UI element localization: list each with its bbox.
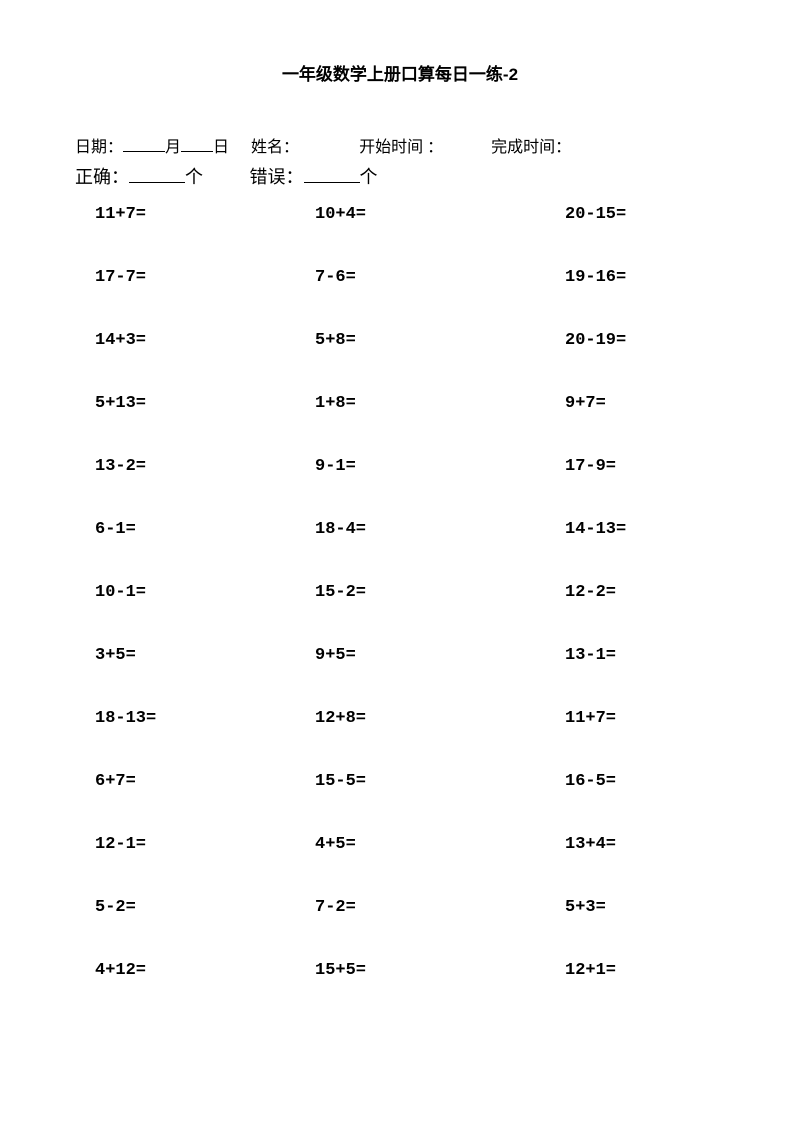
header-line-1: 日期： 月 日 姓名： 开始时间 ： 完成时间： (75, 133, 725, 155)
problem-cell: 13+4= (535, 835, 725, 854)
start-label: 开始时间 ： (359, 133, 443, 157)
name-label: 姓名： (251, 133, 299, 157)
end-label: 完成时间： (491, 133, 571, 157)
day-suffix: 日 (213, 133, 229, 157)
page-title: 一年级数学上册口算每日一练-2 (75, 60, 725, 85)
problem-cell: 14+3= (75, 331, 305, 350)
problem-cell: 16-5= (535, 772, 725, 791)
date-label: 日期： (75, 133, 123, 157)
wrong-label: 错误： (250, 167, 304, 187)
problem-row: 12-1= 4+5= 13+4= (75, 835, 725, 854)
problem-cell: 12-1= (75, 835, 305, 854)
problem-row: 6-1= 18-4= 14-13= (75, 520, 725, 539)
problem-cell: 7-2= (305, 898, 535, 917)
problem-cell: 9-1= (305, 457, 535, 476)
problem-cell: 11+7= (535, 709, 725, 728)
problem-row: 4+12= 15+5= 12+1= (75, 961, 725, 980)
problem-cell: 9+7= (535, 394, 725, 413)
problem-cell: 5+3= (535, 898, 725, 917)
problem-row: 5-2= 7-2= 5+3= (75, 898, 725, 917)
problem-cell: 6+7= (75, 772, 305, 791)
problem-cell: 10-1= (75, 583, 305, 602)
correct-blank (129, 165, 185, 183)
problem-cell: 5-2= (75, 898, 305, 917)
problem-row: 10-1= 15-2= 12-2= (75, 583, 725, 602)
problem-cell: 13-2= (75, 457, 305, 476)
problem-cell: 17-9= (535, 457, 725, 476)
problem-cell: 7-6= (305, 268, 535, 287)
problem-cell: 5+13= (75, 394, 305, 413)
problem-row: 3+5= 9+5= 13-1= (75, 646, 725, 665)
problem-cell: 15-2= (305, 583, 535, 602)
month-suffix: 月 (165, 133, 181, 157)
problem-cell: 19-16= (535, 268, 725, 287)
problem-cell: 13-1= (535, 646, 725, 665)
problem-cell: 3+5= (75, 646, 305, 665)
problem-row: 18-13= 12+8= 11+7= (75, 709, 725, 728)
problem-cell: 6-1= (75, 520, 305, 539)
problem-cell: 12-2= (535, 583, 725, 602)
problem-cell: 17-7= (75, 268, 305, 287)
problem-row: 6+7= 15-5= 16-5= (75, 772, 725, 791)
problem-cell: 20-15= (535, 205, 725, 224)
problem-cell: 4+5= (305, 835, 535, 854)
wrong-blank (304, 165, 360, 183)
problem-cell: 18-13= (75, 709, 305, 728)
problem-cell: 15+5= (305, 961, 535, 980)
problem-row: 13-2= 9-1= 17-9= (75, 457, 725, 476)
problem-cell: 4+12= (75, 961, 305, 980)
problem-cell: 14-13= (535, 520, 725, 539)
problem-cell: 20-19= (535, 331, 725, 350)
problem-row: 17-7= 7-6= 19-16= (75, 268, 725, 287)
problem-cell: 15-5= (305, 772, 535, 791)
day-blank (181, 134, 213, 152)
problem-cell: 1+8= (305, 394, 535, 413)
problem-cell: 10+4= (305, 205, 535, 224)
problem-cell: 18-4= (305, 520, 535, 539)
problem-cell: 9+5= (305, 646, 535, 665)
month-blank (123, 134, 165, 152)
problem-row: 11+7= 10+4= 20-15= (75, 205, 725, 224)
problem-cell: 5+8= (305, 331, 535, 350)
problems-grid: 11+7= 10+4= 20-15= 17-7= 7-6= 19-16= 14+… (75, 205, 725, 980)
wrong-suffix: 个 (360, 167, 378, 187)
correct-label: 正确： (75, 167, 129, 187)
problem-row: 14+3= 5+8= 20-19= (75, 331, 725, 350)
correct-suffix: 个 (185, 167, 203, 187)
header-line-2: 正确： 个 错误： 个 (75, 163, 725, 187)
problem-cell: 11+7= (75, 205, 305, 224)
problem-cell: 12+8= (305, 709, 535, 728)
problem-row: 5+13= 1+8= 9+7= (75, 394, 725, 413)
problem-cell: 12+1= (535, 961, 725, 980)
